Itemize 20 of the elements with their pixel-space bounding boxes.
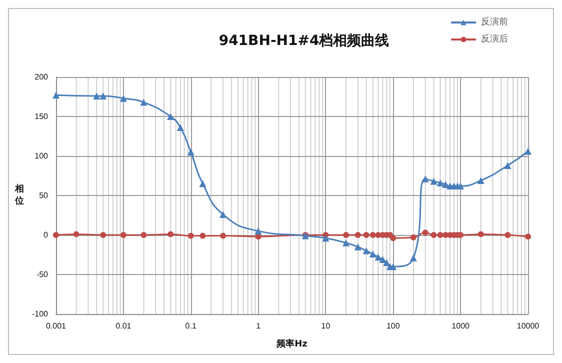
x-axis-title: 频率Hz <box>276 338 308 350</box>
y-tick-label: 0 <box>44 230 49 240</box>
x-tick-label: 1000 <box>452 322 470 330</box>
x-tick-label: 0.1 <box>185 322 197 330</box>
x-tick-label: 10000 <box>516 322 540 330</box>
y-tick-label: -50 <box>36 270 49 279</box>
y-tick-label: -100 <box>32 310 49 318</box>
y-tick-label: 150 <box>34 112 49 121</box>
y-axis-title: 相位 <box>14 184 24 206</box>
x-tick-label: 0.001 <box>46 322 67 330</box>
legend-label: 反演后 <box>481 34 508 44</box>
chart-title: 941BH-H1#4档相频曲线 <box>218 33 390 49</box>
x-tick-label: 1 <box>256 322 262 330</box>
x-tick-label: 100 <box>386 322 400 330</box>
x-tick-label: 0.01 <box>116 322 132 330</box>
x-tick-label: 10 <box>321 322 331 330</box>
y-tick-label: 100 <box>34 152 49 160</box>
y-tick-label: 200 <box>34 72 49 82</box>
legend-label: 反演前 <box>481 16 508 28</box>
y-tick-label: 50 <box>39 191 49 200</box>
